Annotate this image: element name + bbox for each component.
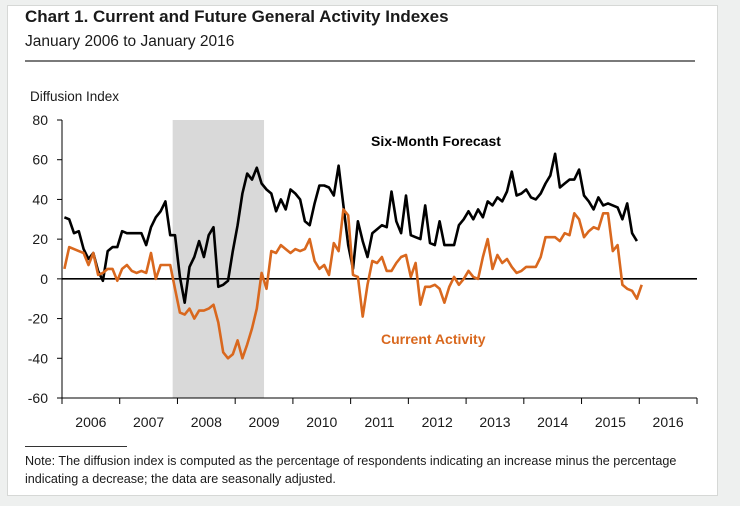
x-tick-label: 2008: [191, 414, 222, 430]
x-tick-label: 2012: [422, 414, 453, 430]
recession-shading-group: [172, 120, 265, 398]
axes: [61, 120, 697, 399]
x-tick-label: 2011: [364, 414, 394, 430]
chart-title: Chart 1. Current and Future General Acti…: [25, 7, 449, 26]
x-tick-label: 2014: [537, 414, 568, 430]
series-label-forecast: Six-Month Forecast: [371, 133, 501, 149]
y-tick-label: 20: [32, 231, 48, 247]
x-tick-label: 2007: [133, 414, 164, 430]
footnote: Note: The diffusion index is computed as…: [25, 454, 677, 486]
series-line-current: [63, 208, 643, 360]
series-line-forecast: [63, 152, 639, 305]
y-tick-label: -60: [28, 390, 48, 406]
x-tick-label: 2009: [248, 414, 279, 430]
series-lines: [63, 152, 643, 360]
y-tick-label: 60: [32, 152, 48, 168]
x-tick-label: 2016: [653, 414, 684, 430]
note-rule: [25, 446, 127, 447]
y-tick-label: 0: [40, 271, 48, 287]
x-tick-label: 2010: [306, 414, 337, 430]
x-tick-label: 2013: [479, 414, 510, 430]
y-tick-label: -20: [28, 311, 48, 327]
recession-band: [172, 120, 265, 398]
chart-panel: [7, 5, 718, 496]
y-axis-ticks: 80 60 40 20 0 -20 -40 -60: [28, 112, 62, 406]
title-rule: [25, 60, 695, 62]
y-axis-label: Diffusion Index: [30, 89, 119, 104]
y-tick-label: -40: [28, 350, 48, 366]
y-tick-label: 80: [32, 112, 48, 128]
chart-subtitle: January 2006 to January 2016: [25, 33, 235, 50]
x-axis-ticks: 2006 2007 2008 2009 2010 2011 2012 2013 2014 2015…: [61, 398, 698, 430]
x-tick-label: 2015: [595, 414, 626, 430]
y-tick-label: 40: [32, 191, 48, 207]
x-tick-label: 2006: [75, 414, 106, 430]
series-label-current: Current Activity: [381, 331, 486, 347]
